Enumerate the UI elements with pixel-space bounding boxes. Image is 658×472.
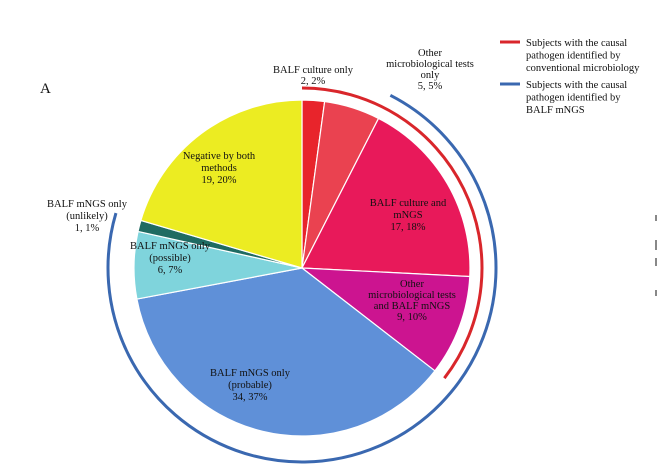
- label-balf-culture-and-mngs: BALF culture and mNGS 17, 18%: [370, 198, 447, 233]
- arc-conventional-microbiology: [301, 86, 484, 380]
- label-balf-culture-only: BALF culture only 2, 2%: [273, 65, 354, 87]
- label-negative-by-both-methods: Negative by both methods 19, 20%: [183, 151, 256, 186]
- pie-slices: [133, 99, 471, 437]
- slice-other-microbiological-tests-and-balf-mngs: [300, 267, 471, 372]
- panel-label: A: [40, 81, 51, 97]
- legend: Subjects with the causal pathogen identif…: [500, 38, 640, 116]
- arc-balf-mngs: [106, 93, 498, 464]
- label-balf-mngs-only-possible: BALF mNGS only (possible) 6, 7%: [130, 241, 211, 276]
- legend-entry-mngs: Subjects with the causal pathogen identif…: [526, 80, 627, 116]
- legend-entry-conventional: Subjects with the causal pathogen identif…: [526, 38, 640, 74]
- slice-balf-culture-and-mngs: [301, 117, 471, 278]
- label-other-microbiological-tests-only: Other microbiological tests only 5, 5%: [386, 48, 474, 92]
- label-balf-mngs-only-unlikely: BALF mNGS only (unlikely) 1, 1%: [47, 199, 128, 234]
- slice-labels: BALF culture only 2, 2% Other microbiologic…: [47, 48, 474, 403]
- category-arcs: [106, 86, 498, 464]
- slice-balf-mngs-only-probable: [136, 267, 436, 437]
- edge-artifact: [655, 215, 657, 296]
- slice-negative-by-both-methods: [140, 99, 303, 269]
- label-other-microbiological-tests-and-balf-mngs: Other microbiological tests and BALF mNGS 9…: [368, 279, 456, 323]
- label-balf-mngs-only-probable: BALF mNGS only (probable) 34, 37%: [210, 368, 291, 403]
